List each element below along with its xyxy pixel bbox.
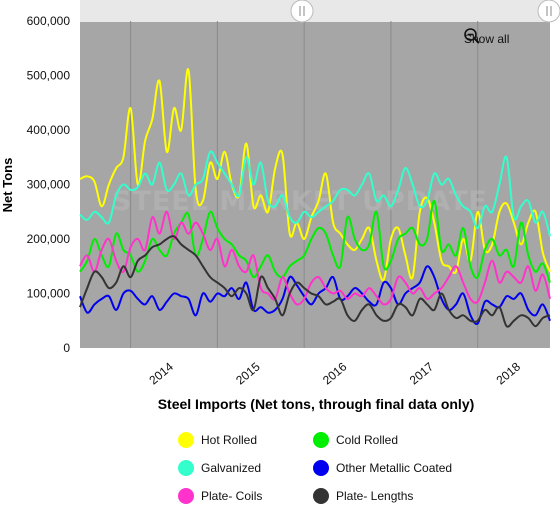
legend-item[interactable]: Other Metallic Coated — [313, 460, 452, 476]
legend-marker — [178, 460, 194, 476]
legend-marker — [313, 460, 329, 476]
navigator-bar[interactable] — [80, 0, 550, 22]
x-axis-ticks: 2014 2015 2016 2017 2018 — [146, 359, 523, 387]
x-tick-label: 2018 — [494, 359, 524, 387]
y-tick-label: 0 — [63, 341, 70, 355]
series-line-plate-coils[interactable] — [79, 210, 551, 306]
legend-marker — [313, 488, 329, 504]
series-line-other-metallic-coated[interactable] — [79, 265, 551, 325]
legend-item[interactable]: Cold Rolled — [313, 432, 398, 448]
legend-marker — [178, 432, 194, 448]
legend-item[interactable]: Plate- Coils — [178, 488, 262, 504]
y-tick-label: 100,000 — [27, 287, 71, 301]
legend-label: Plate- Lengths — [336, 489, 413, 503]
y-tick-label: 600,000 — [27, 14, 71, 28]
legend-label: Other Metallic Coated — [336, 461, 452, 475]
y-tick-label: 500,000 — [27, 69, 71, 83]
y-axis-ticks: 0 100,000 200,000 300,000 400,000 500,000 600,… — [27, 14, 71, 355]
y-tick-label: 300,000 — [27, 178, 71, 192]
series-line-hot-rolled[interactable] — [79, 68, 551, 282]
legend-item[interactable]: Hot Rolled — [178, 432, 257, 448]
legend-label: Cold Rolled — [336, 433, 398, 447]
plot-background — [80, 21, 550, 348]
series-line-cold-rolled[interactable] — [79, 199, 551, 283]
x-tick-label: 2016 — [320, 359, 350, 387]
x-tick-label: 2015 — [233, 359, 263, 387]
navigator-handle-left[interactable] — [290, 0, 314, 23]
y-axis-label: Net Tons — [0, 158, 15, 213]
legend-item[interactable]: Plate- Lengths — [313, 488, 413, 504]
grid-lines — [130, 21, 479, 348]
legend-marker — [178, 488, 194, 504]
legend: Hot Rolled Cold Rolled Galvanized Other Met… — [178, 432, 452, 504]
legend-item[interactable]: Galvanized — [178, 460, 261, 476]
legend-marker — [313, 432, 329, 448]
x-tick-label: 2014 — [146, 359, 176, 387]
legend-label: Galvanized — [201, 461, 261, 475]
series-lines — [79, 68, 551, 328]
x-axis-label: Steel Imports (Net tons, through final d… — [158, 396, 475, 412]
series-line-plate-lengths[interactable] — [79, 235, 551, 328]
legend-label: Plate- Coils — [201, 489, 262, 503]
x-tick-label: 2017 — [407, 359, 437, 387]
zoom-out-icon — [464, 28, 480, 44]
watermark: STEEL MARKET UPDATE — [112, 186, 488, 217]
y-tick-label: 400,000 — [27, 123, 71, 137]
navigator-handle-right[interactable] — [537, 0, 560, 23]
legend-label: Hot Rolled — [201, 433, 257, 447]
y-tick-label: 200,000 — [27, 232, 71, 246]
series-line-galvanized[interactable] — [79, 150, 551, 237]
show-all-button[interactable]: Show all — [464, 28, 509, 50]
